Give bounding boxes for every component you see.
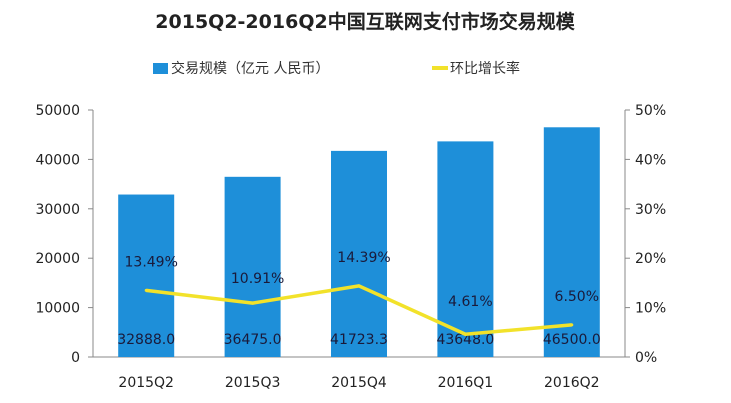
line-data-label: 10.91% [231,271,284,287]
x-tick-label: 2015Q3 [225,375,281,391]
x-tick-label: 2016Q2 [544,375,600,391]
right-tick-label: 40% [635,152,666,168]
line-data-label: 14.39% [337,250,390,266]
bar-data-label: 36475.0 [224,332,282,348]
right-tick-label: 30% [635,202,666,218]
right-tick-label: 20% [635,251,666,267]
line-data-label: 6.50% [555,289,599,305]
legend-bar-swatch [153,63,168,74]
bar [331,150,387,357]
right-tick-label: 0% [635,350,657,366]
right-tick-label: 10% [635,301,666,317]
bar [543,127,600,357]
left-tick-label: 50000 [35,103,80,119]
growth-point [357,284,361,288]
line-data-label: 4.61% [448,294,492,310]
bar-data-label: 41723.3 [330,332,388,348]
right-tick-label: 50% [635,103,666,119]
growth-point [570,323,574,327]
legend-line-label: 环比增长率 [450,60,520,77]
x-tick-label: 2015Q2 [118,375,174,391]
bar [224,176,281,357]
chart-title: 2015Q2-2016Q2中国互联网支付市场交易规模 [155,10,575,33]
bar-data-label: 46500.0 [543,332,601,348]
bar [437,141,494,357]
left-tick-label: 0 [71,350,80,366]
x-tick-label: 2015Q4 [331,375,387,391]
growth-point [251,301,255,305]
legend-bar-label: 交易规模（亿元 人民币） [171,60,329,77]
bar-data-label: 32888.0 [117,332,175,348]
x-tick-label: 2016Q1 [438,375,494,391]
bar-data-label: 43648.0 [436,332,494,348]
growth-point [463,332,467,336]
left-tick-label: 30000 [35,202,80,218]
growth-point [144,288,148,292]
left-tick-label: 40000 [35,152,80,168]
left-tick-label: 10000 [35,301,80,317]
left-tick-label: 20000 [35,251,80,267]
line-data-label: 13.49% [125,254,178,270]
bar [118,194,175,357]
